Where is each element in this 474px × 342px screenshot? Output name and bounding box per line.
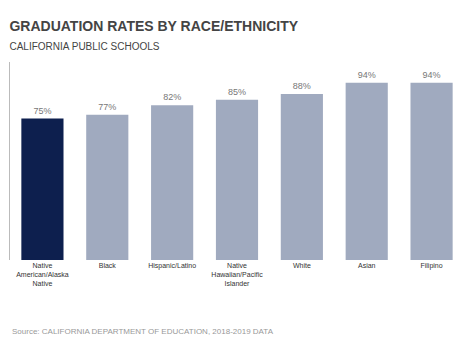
svg-text:Hispanic/Latino: Hispanic/Latino (148, 262, 196, 270)
svg-text:Filipino: Filipino (420, 262, 442, 270)
svg-text:Black: Black (99, 262, 117, 269)
svg-text:85%: 85% (228, 87, 246, 97)
svg-text:GRADUATION RATES BY RACE/ETHNI: GRADUATION RATES BY RACE/ETHNICITY (9, 18, 298, 34)
svg-text:82%: 82% (163, 92, 181, 102)
svg-text:Source: CALIFORNIA DEPARTMENT: Source: CALIFORNIA DEPARTMENT OF EDUCATI… (12, 327, 274, 336)
svg-text:Asian: Asian (358, 262, 376, 269)
svg-text:NativeHawaiian/PacificIslander: NativeHawaiian/PacificIslander (211, 262, 263, 287)
svg-text:94%: 94% (358, 70, 376, 80)
svg-text:88%: 88% (293, 81, 311, 91)
svg-text:75%: 75% (33, 106, 51, 116)
svg-text:77%: 77% (98, 102, 116, 112)
svg-text:CALIFORNIA PUBLIC SCHOOLS: CALIFORNIA PUBLIC SCHOOLS (9, 41, 159, 52)
svg-text:NativeAmerican/AlaskaNative: NativeAmerican/AlaskaNative (16, 262, 69, 287)
svg-text:White: White (293, 262, 311, 269)
svg-text:94%: 94% (423, 70, 441, 80)
